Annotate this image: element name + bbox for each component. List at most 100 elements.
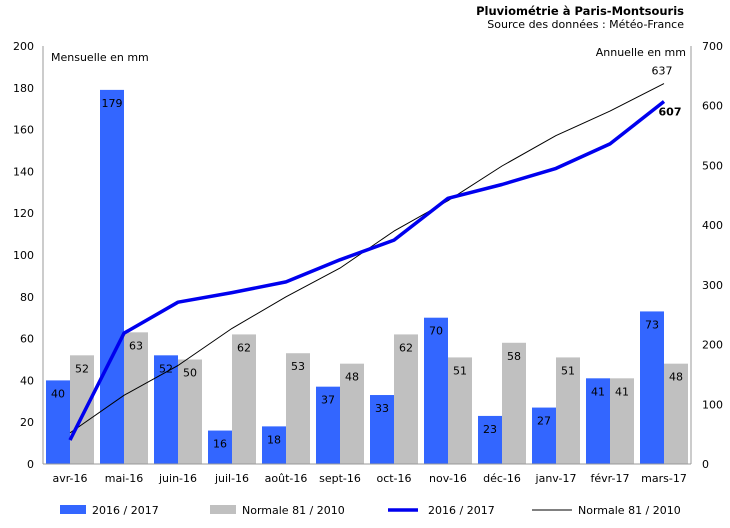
left-tick-labels: 0 20 40 60 80 100 120 140 160 180 200: [13, 40, 34, 471]
bar-2016-10: [586, 378, 610, 464]
legend-swatch-bar-2016: [60, 505, 86, 514]
x-tick-0: avr-16: [52, 472, 87, 485]
bar-normale-11: [664, 363, 688, 464]
chart-subtitle: Source des données : Météo-France: [487, 18, 684, 31]
bar-2016-value-label-5: 37: [321, 394, 335, 407]
bar-normale-value-label-0: 52: [75, 362, 89, 375]
legend-swatch-bar-normale: [210, 505, 236, 514]
bar-2016-value-label-2: 52: [159, 362, 173, 375]
x-tick-5: sept-16: [319, 472, 361, 485]
bar-2016-value-label-7: 70: [429, 325, 443, 338]
line-normale-end-label: 637: [652, 65, 673, 78]
left-tick-0: 0: [27, 458, 34, 471]
bar-normale-value-label-8: 58: [507, 350, 521, 363]
bar-2016-3: [208, 430, 232, 464]
bar-2016-value-label-3: 16: [213, 438, 227, 451]
bar-normale-value-label-9: 51: [561, 364, 575, 377]
x-tick-6: oct-16: [376, 472, 411, 485]
left-tick-7: 140: [13, 165, 34, 178]
bar-normale-8: [502, 342, 526, 464]
bar-labels-layer: 40 52 179 63 52 50 16 62 18 53 37 48 33 62 70 51 23 58 27 5…: [51, 97, 683, 451]
x-tick-4: août-16: [265, 472, 308, 485]
x-tick-1: mai-16: [105, 472, 143, 485]
x-tick-2: juin-16: [158, 472, 197, 485]
x-tick-7: nov-16: [429, 472, 467, 485]
bar-2016-11: [640, 311, 664, 464]
bar-normale-value-label-4: 53: [291, 360, 305, 373]
left-tick-2: 40: [20, 374, 34, 387]
bar-2016-0: [46, 380, 70, 464]
bar-2016-value-label-11: 73: [645, 318, 659, 331]
line-2016: [68, 100, 666, 441]
left-tick-8: 160: [13, 124, 34, 137]
bar-2016-value-label-9: 27: [537, 415, 551, 428]
bar-2016-value-label-8: 23: [483, 423, 497, 436]
bar-normale-9: [556, 357, 580, 464]
legend-label-line-2016: 2016 / 2017: [428, 504, 495, 517]
bar-normale-value-label-1: 63: [129, 339, 143, 352]
bar-2016-2: [154, 355, 178, 464]
bar-normale-5: [340, 363, 364, 464]
bars-layer: [46, 89, 688, 464]
left-tick-4: 80: [20, 291, 34, 304]
right-tick-0: 0: [702, 458, 709, 471]
bar-normale-value-label-11: 48: [669, 371, 683, 384]
bar-normale-value-label-3: 62: [237, 341, 251, 354]
right-tick-2: 200: [702, 339, 723, 352]
bar-2016-value-label-1: 179: [102, 97, 123, 110]
x-tick-3: juil-16: [214, 472, 249, 485]
x-tick-10: févr-17: [591, 472, 630, 485]
bar-normale-4: [286, 353, 310, 464]
bar-normale-6: [394, 334, 418, 464]
bar-normale-3: [232, 334, 256, 464]
lines-layer: 637 607: [68, 65, 682, 441]
bar-2016-7: [424, 317, 448, 464]
right-tick-3: 300: [702, 279, 723, 292]
bar-normale-value-label-6: 62: [399, 341, 413, 354]
bar-2016-value-label-0: 40: [51, 387, 65, 400]
bar-2016-value-label-6: 33: [375, 402, 389, 415]
bar-normale-value-label-10: 41: [615, 385, 629, 398]
bar-normale-0: [70, 355, 94, 464]
bar-normale-value-label-5: 48: [345, 371, 359, 384]
bar-2016-8: [478, 415, 502, 464]
right-tick-1: 100: [702, 398, 723, 411]
bar-normale-10: [610, 378, 634, 464]
bar-2016-4: [262, 426, 286, 464]
left-tick-10: 200: [13, 40, 34, 53]
bar-2016-5: [316, 386, 340, 464]
left-tick-3: 60: [20, 333, 34, 346]
left-axis-label: Mensuelle en mm: [51, 51, 149, 64]
bar-normale-value-label-2: 50: [183, 367, 197, 380]
x-tick-11: mars-17: [641, 472, 687, 485]
left-tick-6: 120: [13, 207, 34, 220]
left-tick-5: 100: [13, 249, 34, 262]
right-axis-label: Annuelle en mm: [596, 46, 686, 59]
bar-2016-9: [532, 407, 556, 464]
left-tick-1: 20: [20, 416, 34, 429]
bar-2016-value-label-10: 41: [591, 385, 605, 398]
x-tick-9: janv-17: [535, 472, 577, 485]
left-tick-9: 180: [13, 82, 34, 95]
x-tick-8: déc-16: [483, 472, 521, 485]
bar-normale-value-label-7: 51: [453, 364, 467, 377]
bar-2016-1: [100, 89, 124, 464]
legend-label-line-normale: Normale 81 / 2010: [578, 504, 681, 517]
right-tick-5: 500: [702, 159, 723, 172]
right-tick-4: 400: [702, 219, 723, 232]
right-tick-labels: 0 100 200 300 400 500 600 700: [702, 40, 723, 471]
bar-2016-value-label-4: 18: [267, 433, 281, 446]
x-tick-labels: avr-16 mai-16 juin-16 juil-16 août-16 sept-16…: [52, 472, 686, 485]
chart-title: Pluviométrie à Paris-Montsouris: [476, 4, 684, 18]
right-tick-6: 600: [702, 100, 723, 113]
bar-normale-7: [448, 357, 472, 464]
legend: 2016 / 2017 Normale 81 / 2010 2016 / 201…: [60, 504, 681, 517]
legend-label-bar-2016: 2016 / 2017: [92, 504, 159, 517]
bar-normale-1: [124, 332, 148, 464]
right-tick-7: 700: [702, 40, 723, 53]
bar-2016-6: [370, 395, 394, 464]
legend-label-bar-normale: Normale 81 / 2010: [242, 504, 345, 517]
bar-normale-2: [178, 359, 202, 464]
line-2016-end-label: 607: [659, 106, 682, 119]
